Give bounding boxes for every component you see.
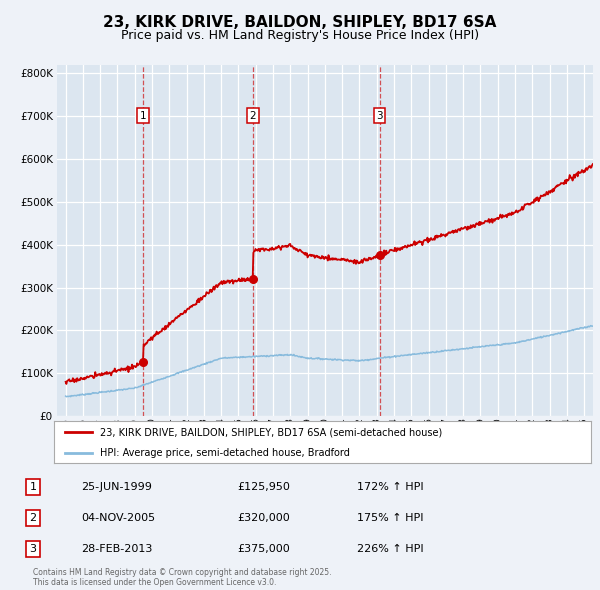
Text: 1: 1 bbox=[140, 111, 146, 121]
Text: HPI: Average price, semi-detached house, Bradford: HPI: Average price, semi-detached house,… bbox=[100, 448, 350, 457]
Text: £375,000: £375,000 bbox=[237, 545, 290, 554]
Text: £320,000: £320,000 bbox=[237, 513, 290, 523]
Text: 3: 3 bbox=[29, 545, 37, 554]
Text: 23, KIRK DRIVE, BAILDON, SHIPLEY, BD17 6SA (semi-detached house): 23, KIRK DRIVE, BAILDON, SHIPLEY, BD17 6… bbox=[100, 427, 442, 437]
Text: 226% ↑ HPI: 226% ↑ HPI bbox=[357, 545, 424, 554]
Text: Price paid vs. HM Land Registry's House Price Index (HPI): Price paid vs. HM Land Registry's House … bbox=[121, 29, 479, 42]
Text: 3: 3 bbox=[376, 111, 383, 121]
Text: Contains HM Land Registry data © Crown copyright and database right 2025.
This d: Contains HM Land Registry data © Crown c… bbox=[33, 568, 331, 587]
Text: 175% ↑ HPI: 175% ↑ HPI bbox=[357, 513, 424, 523]
Text: £125,950: £125,950 bbox=[237, 482, 290, 491]
Text: 25-JUN-1999: 25-JUN-1999 bbox=[81, 482, 152, 491]
Text: 1: 1 bbox=[29, 482, 37, 491]
Text: 23, KIRK DRIVE, BAILDON, SHIPLEY, BD17 6SA: 23, KIRK DRIVE, BAILDON, SHIPLEY, BD17 6… bbox=[103, 15, 497, 30]
Text: 28-FEB-2013: 28-FEB-2013 bbox=[81, 545, 152, 554]
Text: 04-NOV-2005: 04-NOV-2005 bbox=[81, 513, 155, 523]
Text: 172% ↑ HPI: 172% ↑ HPI bbox=[357, 482, 424, 491]
Text: 2: 2 bbox=[29, 513, 37, 523]
Text: 2: 2 bbox=[250, 111, 256, 121]
